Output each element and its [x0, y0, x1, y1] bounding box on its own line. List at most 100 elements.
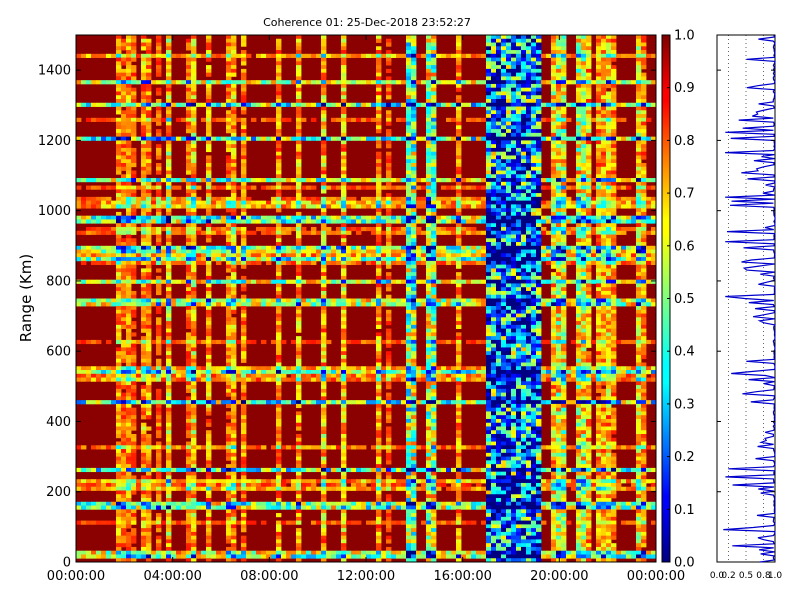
heatmap-cell: [201, 215, 207, 220]
heatmap-cell: [156, 260, 162, 266]
heatmap-cell: [206, 159, 212, 164]
heatmap-cell: [251, 373, 257, 378]
heatmap-cell: [391, 298, 397, 303]
heatmap-cell: [116, 392, 122, 397]
heatmap-cell: [141, 253, 147, 258]
heatmap-cell: [306, 53, 312, 58]
heatmap-cell: [301, 257, 307, 262]
heatmap-cell: [191, 98, 197, 104]
heatmap-cell: [206, 272, 212, 277]
heatmap-cell: [231, 396, 237, 401]
heatmap-cell: [376, 388, 382, 393]
heatmap-cell: [126, 76, 132, 81]
heatmap-cell: [186, 72, 192, 77]
heatmap-cell: [321, 343, 327, 348]
heatmap-cell: [286, 520, 292, 525]
heatmap-cell: [201, 80, 207, 85]
heatmap-cell: [431, 528, 437, 533]
heatmap-cell: [321, 257, 327, 262]
heatmap-cell: [341, 418, 347, 424]
heatmap-cell: [241, 498, 247, 503]
heatmap-cell: [416, 554, 422, 559]
heatmap-cell: [276, 366, 282, 371]
heatmap-cell: [291, 479, 297, 484]
heatmap-cell: [191, 505, 197, 510]
heatmap-cell: [131, 313, 137, 318]
heatmap-cell: [396, 253, 402, 258]
heatmap-cell: [226, 72, 232, 77]
heatmap-cell: [226, 136, 232, 141]
heatmap-cell: [181, 302, 187, 307]
heatmap-cell: [426, 528, 432, 533]
heatmap-cell: [376, 65, 382, 70]
heatmap-cell: [231, 174, 237, 179]
heatmap-cell: [146, 114, 152, 119]
heatmap-cell: [241, 80, 247, 85]
heatmap-cell: [171, 366, 177, 371]
heatmap-cell: [336, 245, 342, 250]
heatmap-cell: [141, 392, 147, 397]
heatmap-cell: [261, 215, 267, 220]
heatmap-cell: [176, 178, 182, 183]
heatmap-cell: [371, 185, 377, 190]
heatmap-cell: [151, 245, 157, 250]
heatmap-cell: [261, 366, 267, 371]
heatmap-cell: [191, 283, 197, 288]
heatmap-cell: [396, 479, 402, 484]
heatmap-cell: [271, 302, 277, 307]
heatmap-cell: [191, 279, 197, 284]
heatmap-cell: [276, 558, 282, 562]
heatmap-cell: [166, 332, 172, 337]
heatmap-cell: [126, 505, 132, 510]
heatmap-cell: [411, 321, 417, 326]
heatmap-cell: [426, 238, 432, 243]
heatmap-cell: [151, 185, 157, 190]
heatmap-cell: [226, 373, 232, 378]
heatmap-cell: [401, 550, 407, 555]
heatmap-cell: [141, 486, 147, 491]
heatmap-cell: [146, 189, 152, 194]
heatmap-cell: [146, 275, 152, 281]
heatmap-cell: [116, 426, 122, 431]
heatmap-cell: [121, 347, 127, 352]
heatmap-cell: [276, 373, 282, 378]
heatmap-cell: [296, 117, 302, 122]
heatmap-cell: [81, 257, 87, 262]
heatmap-cell: [301, 279, 307, 284]
heatmap-cell: [431, 317, 437, 322]
heatmap-cell: [296, 264, 302, 269]
heatmap-cell: [321, 430, 327, 435]
heatmap-cell: [406, 509, 412, 514]
heatmap-cell: [121, 279, 127, 284]
heatmap-cell: [231, 441, 237, 446]
heatmap-cell: [361, 302, 367, 307]
heatmap-cell: [191, 219, 197, 224]
heatmap-cell: [241, 449, 247, 454]
heatmap-cell: [376, 437, 382, 442]
heatmap-cell: [431, 275, 437, 281]
heatmap-cell: [231, 403, 237, 409]
heatmap-cell: [126, 377, 132, 382]
heatmap-cell: [276, 336, 282, 341]
heatmap-cell: [116, 501, 122, 506]
heatmap-cell: [206, 354, 212, 360]
heatmap-cell: [141, 498, 147, 503]
heatmap-cell: [186, 144, 192, 149]
heatmap-cell: [96, 550, 102, 555]
heatmap-cell: [386, 162, 392, 168]
heatmap-cell: [411, 178, 417, 183]
heatmap-cell: [216, 505, 222, 510]
heatmap-cell: [116, 260, 122, 266]
heatmap-cell: [166, 102, 172, 107]
heatmap-cell: [106, 253, 112, 258]
heatmap-cell: [206, 117, 212, 122]
heatmap-cell: [156, 242, 162, 247]
heatmap-cell: [111, 136, 117, 141]
heatmap-cell: [341, 426, 347, 431]
heatmap-cell: [156, 147, 162, 153]
heatmap-cell: [141, 430, 147, 435]
heatmap-cell: [276, 144, 282, 149]
heatmap-cell: [201, 219, 207, 224]
heatmap-cell: [146, 53, 152, 58]
heatmap-cell: [281, 215, 287, 220]
